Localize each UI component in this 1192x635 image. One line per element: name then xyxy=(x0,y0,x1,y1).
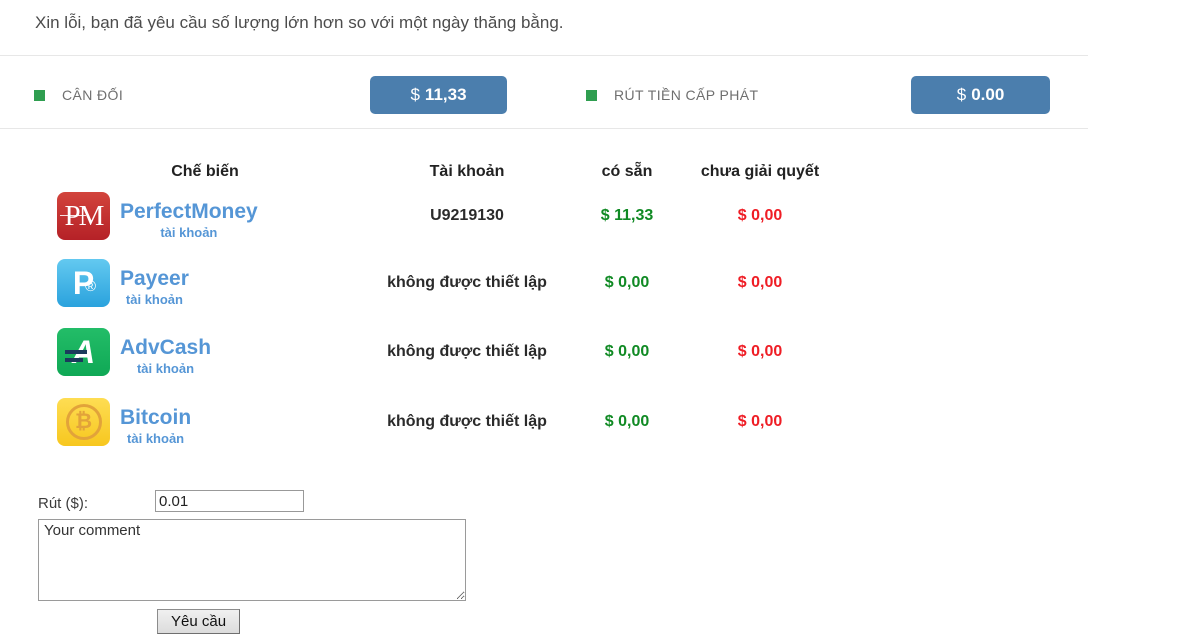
payeer-icon: P ® xyxy=(57,259,110,307)
balance-label: CÂN ĐỐI xyxy=(62,87,124,103)
pending-withdrawal-item: RÚT TIỀN CẤP PHÁT xyxy=(586,76,759,114)
currency-symbol: $ xyxy=(410,85,420,104)
account-number: U9219130 xyxy=(430,207,504,224)
advcash-icon: A xyxy=(57,328,110,376)
pm-line-decoration xyxy=(60,215,86,216)
available-amount: $ 0,00 xyxy=(604,343,650,360)
registered-mark-glyph: ® xyxy=(85,278,97,295)
provider-account-link[interactable]: tài khoản xyxy=(136,361,195,377)
divider-balance-bottom xyxy=(0,128,1088,129)
provider-name-link[interactable]: Bitcoin xyxy=(120,406,192,429)
table-row: A AdvCash tài khoản không được thiết lập… xyxy=(0,328,1088,376)
available-amount: $ 0,00 xyxy=(604,274,650,291)
bitcoin-coin-glyph: ₿ xyxy=(65,404,102,440)
column-header-available: có sẵn xyxy=(601,163,653,180)
column-header-processing: Chế biến xyxy=(171,163,239,180)
alert-message: Xin lỗi, bạn đã yêu cầu số lượng lớn hơn… xyxy=(35,13,564,32)
pending-amount: $ 0,00 xyxy=(737,207,783,224)
table-row: PM PerfectMoney tài khoản U9219130 $ 11,… xyxy=(0,192,1088,240)
provider-account-link[interactable]: tài khoản xyxy=(127,431,185,447)
provider-name-block: PerfectMoney tài khoản xyxy=(120,200,258,241)
available-amount: $ 0,00 xyxy=(604,413,650,430)
request-button[interactable]: Yêu cầu xyxy=(157,609,241,634)
balance-item: CÂN ĐỐI xyxy=(34,76,123,114)
green-square-icon xyxy=(586,89,597,101)
advcash-stripe-decoration xyxy=(65,358,83,362)
account-number: không được thiết lập xyxy=(387,274,547,291)
balance-amount: 11,33 xyxy=(424,85,467,104)
provider-name-block: AdvCash tài khoản xyxy=(120,336,212,377)
table-row: P ® Payeer tài khoản không được thiết lậ… xyxy=(0,259,1088,307)
green-square-icon xyxy=(34,89,45,101)
provider-name-block: Payeer tài khoản xyxy=(120,267,189,308)
table-row: ₿ Bitcoin tài khoản không được thiết lập… xyxy=(0,398,1088,446)
pending-amount: $ 0,00 xyxy=(737,413,783,430)
provider-name-link[interactable]: AdvCash xyxy=(120,336,212,359)
account-number: không được thiết lập xyxy=(387,413,547,430)
column-header-account: Tài khoản xyxy=(429,163,505,180)
withdraw-amount-input[interactable] xyxy=(155,490,304,512)
pending-amount: $ 0,00 xyxy=(737,343,783,360)
currency-symbol: $ xyxy=(956,85,967,104)
pending-withdrawal-amount-button[interactable]: $ 0.00 xyxy=(911,76,1050,114)
withdraw-amount-label: Rút ($): xyxy=(38,495,89,512)
column-header-pending: chưa giải quyết xyxy=(700,163,820,180)
pm-icon-glyph: PM xyxy=(64,199,105,232)
pending-withdrawal-amount: 0.00 xyxy=(971,85,1005,104)
bitcoin-icon: ₿ xyxy=(57,398,110,446)
account-number: không được thiết lập xyxy=(387,343,547,360)
balance-amount-button[interactable]: $ 11,33 xyxy=(370,76,507,114)
payeer-icon-glyph: P xyxy=(72,264,95,301)
provider-name-link[interactable]: Payeer xyxy=(120,267,189,290)
provider-name-block: Bitcoin tài khoản xyxy=(120,406,192,447)
pending-withdrawal-label: RÚT TIỀN CẤP PHÁT xyxy=(614,87,759,103)
available-amount: $ 11,33 xyxy=(600,207,654,224)
perfectmoney-icon: PM xyxy=(57,192,110,240)
provider-name-link[interactable]: PerfectMoney xyxy=(120,200,258,223)
pending-amount: $ 0,00 xyxy=(737,274,783,291)
provider-account-link[interactable]: tài khoản xyxy=(160,225,218,241)
btc-symbol: ₿ xyxy=(74,410,93,433)
advcash-stripe-decoration xyxy=(65,350,87,354)
divider-top xyxy=(0,55,1088,56)
provider-account-link[interactable]: tài khoản xyxy=(125,292,183,308)
comment-textarea[interactable]: Your comment xyxy=(38,519,466,601)
